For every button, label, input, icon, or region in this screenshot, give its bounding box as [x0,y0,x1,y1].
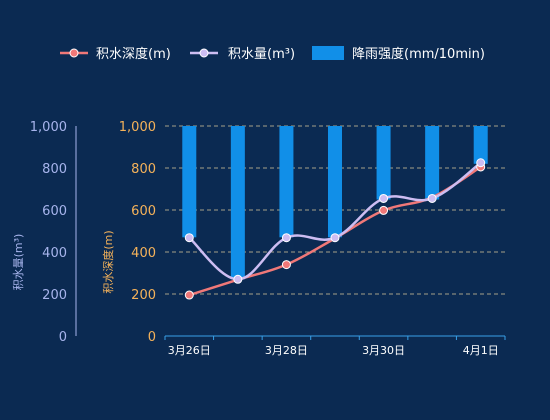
data-point [281,233,291,243]
legend-label: 积水深度(m) [96,46,171,62]
y-right-axis-title: 积水深度(m) [101,230,115,293]
y-right-tick-label: 600 [131,204,156,219]
legend-swatch [312,46,344,60]
data-point [233,274,243,284]
rain-bar [425,126,440,200]
legend-label: 降雨强度(mm/10min) [352,46,485,62]
y-right-tick-label: 1,000 [119,120,156,135]
data-point [476,158,486,168]
y-left-tick-label: 200 [42,288,67,303]
data-point [427,193,437,203]
data-point [330,233,340,243]
y-left-tick-label: 0 [59,330,67,345]
axes: 0 0 200 200 400 400 600 600 800 800 1,000 1,000 3月26… [30,120,506,357]
x-tick-label: 3月26日 [168,344,211,357]
x-tick-label: 4月1日 [463,344,499,357]
rain-bar [279,126,294,238]
legend-swatch-marker [199,48,209,58]
data-point [184,290,194,300]
y-right-tick-label: 800 [131,162,156,177]
data-point [184,233,194,243]
y-right-tick-label: 200 [131,288,156,303]
rain-bar [328,126,342,238]
rain-bar [473,126,488,164]
data-point [379,205,389,215]
line-series [184,158,486,300]
bar-series [182,126,488,280]
y-left-tick-label: 600 [42,204,67,219]
y-right-tick-label: 0 [148,330,156,345]
y-left-tick-label: 800 [42,162,67,177]
data-point [379,193,389,203]
y-left-axis-title: 积水量(m³) [12,234,25,291]
y-left-tick-label: 400 [42,246,67,261]
legend-swatch-marker [69,48,79,58]
x-tick-label: 3月28日 [265,344,308,357]
rain-bar [230,126,245,280]
x-tick-label: 3月30日 [362,344,405,357]
legend: 积水深度(m) 积水量(m³) 降雨强度(mm/10min) [60,46,485,62]
rain-bar [376,126,391,200]
y-right-tick-label: 400 [131,246,156,261]
y-left-tick-label: 1,000 [30,120,67,135]
data-point [281,260,291,270]
rain-bar [182,126,197,238]
legend-label: 积水量(m³) [228,47,295,62]
